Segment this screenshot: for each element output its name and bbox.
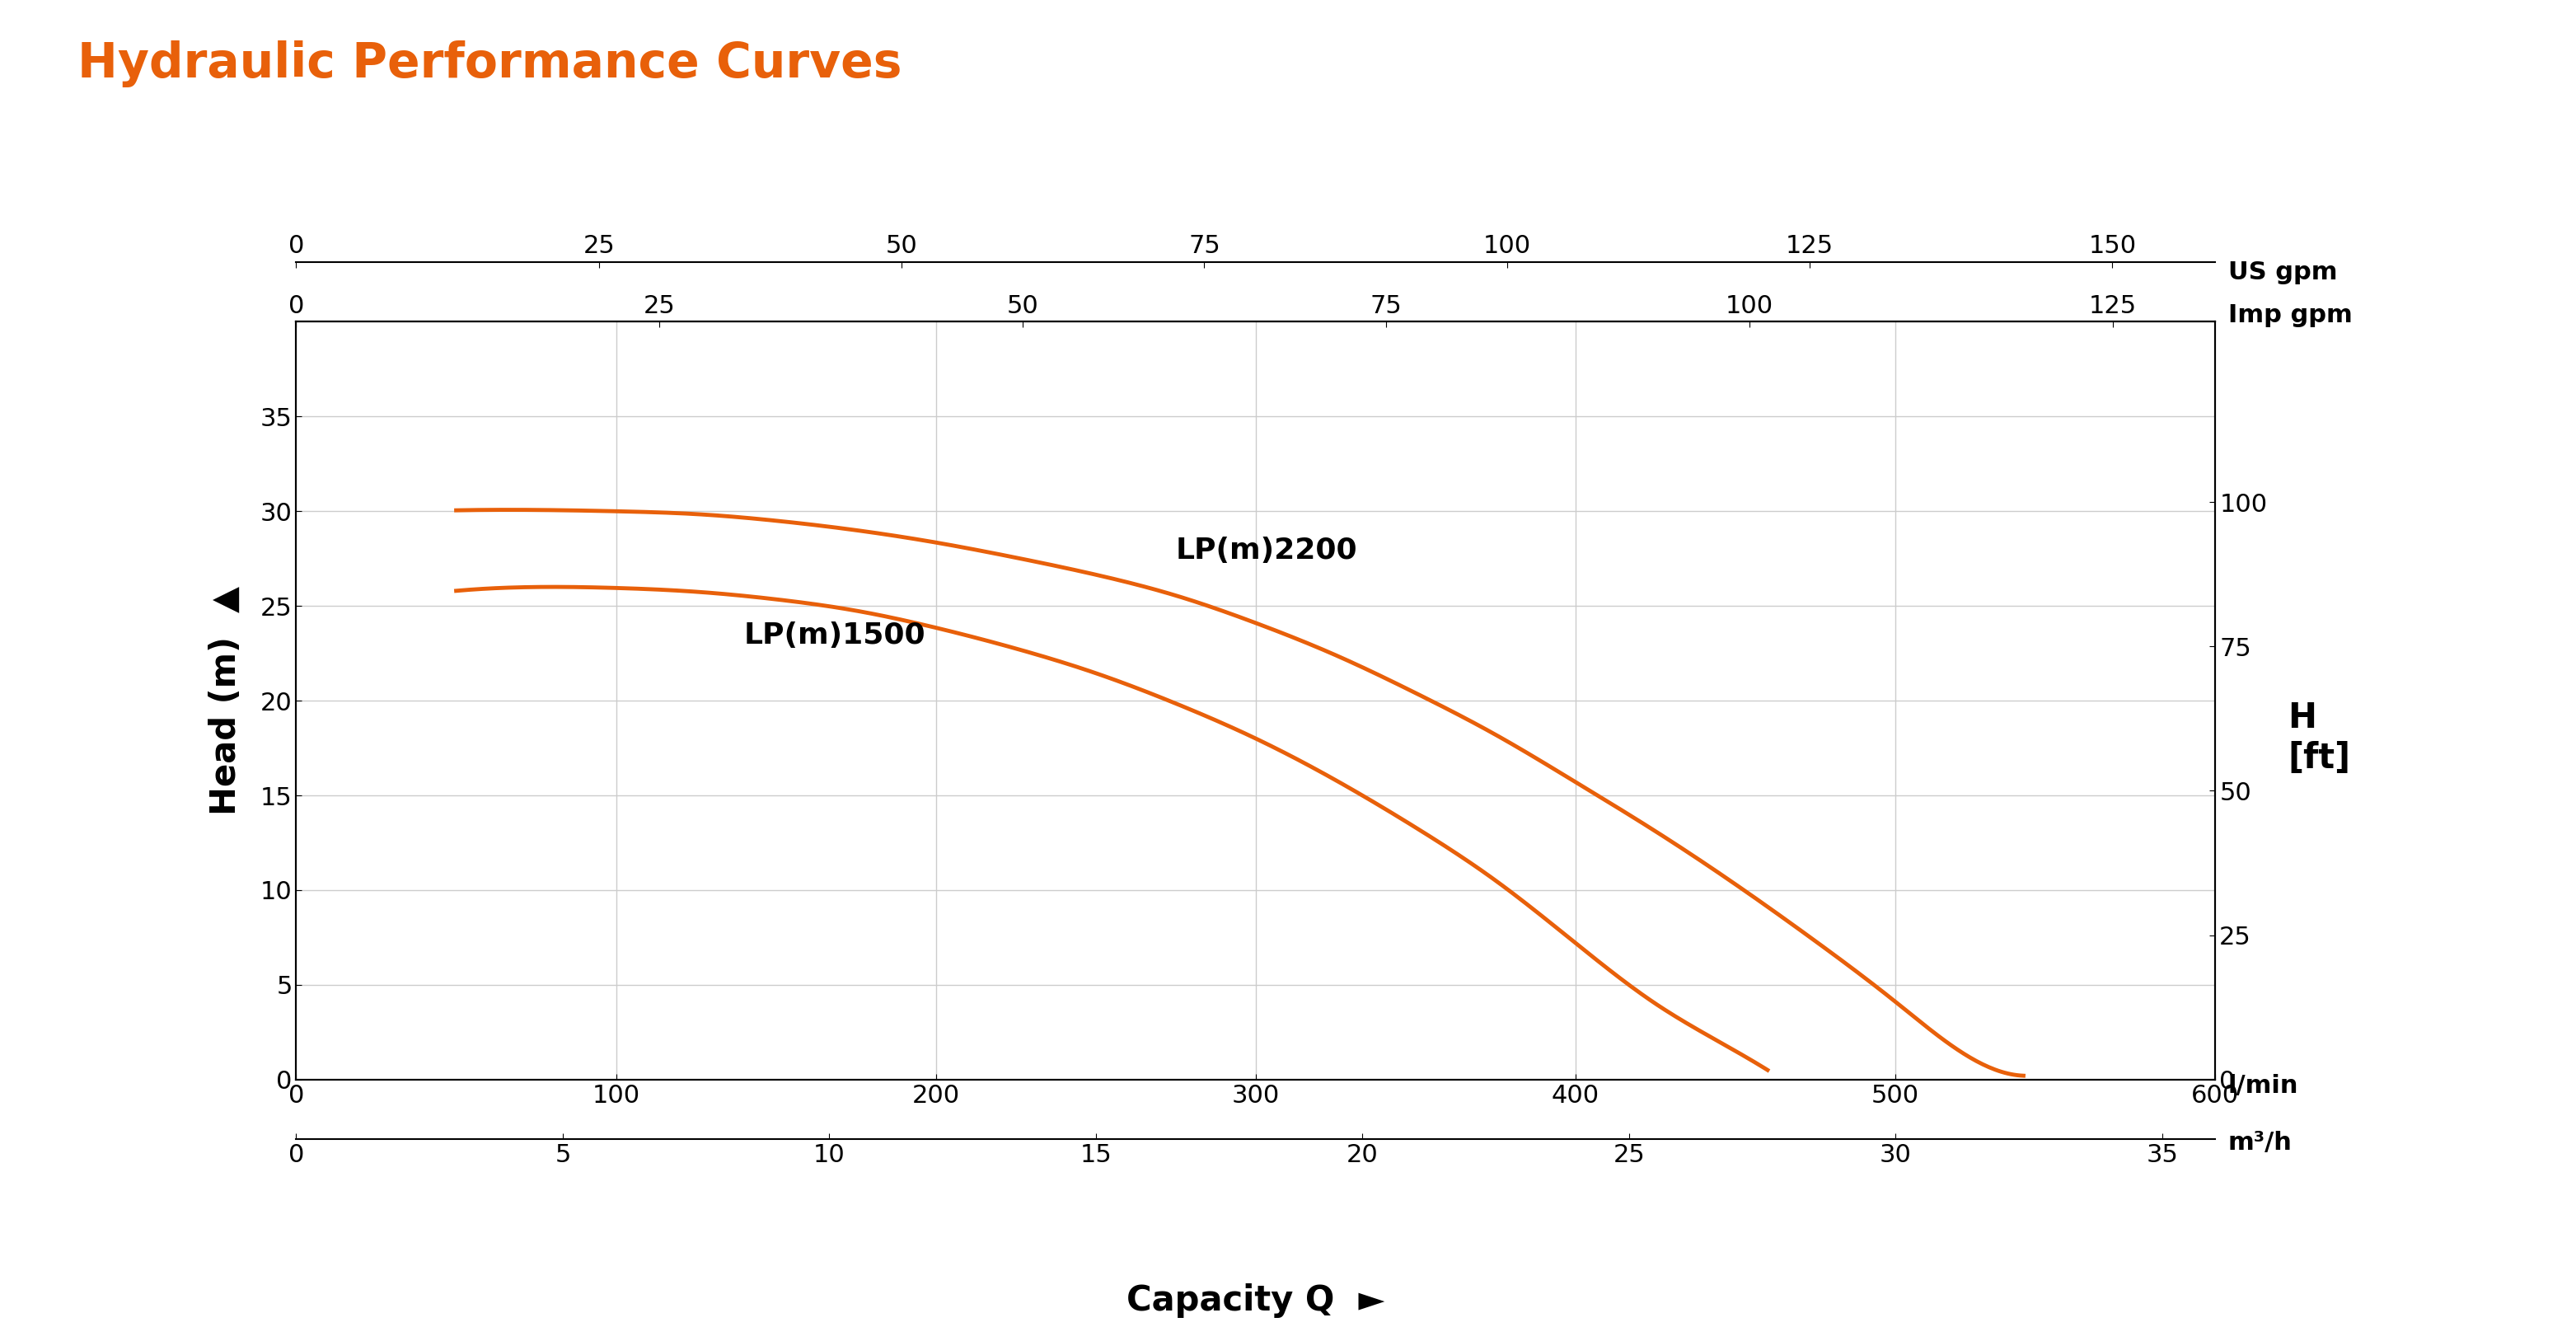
Text: US gpm: US gpm (2228, 260, 2336, 284)
Text: m³/h: m³/h (2228, 1130, 2293, 1155)
Text: LP(m)1500: LP(m)1500 (744, 622, 925, 649)
Y-axis label: H
[ft]: H [ft] (2287, 701, 2349, 775)
Text: LP(m)2200: LP(m)2200 (1175, 536, 1358, 565)
Text: Hydraulic Performance Curves: Hydraulic Performance Curves (77, 40, 902, 87)
Y-axis label: Head (m)  ▲: Head (m) ▲ (209, 586, 242, 815)
Text: Imp gpm: Imp gpm (2228, 303, 2352, 327)
Text: Capacity Q  ►: Capacity Q ► (1126, 1283, 1386, 1318)
Text: l/min: l/min (2228, 1074, 2298, 1098)
